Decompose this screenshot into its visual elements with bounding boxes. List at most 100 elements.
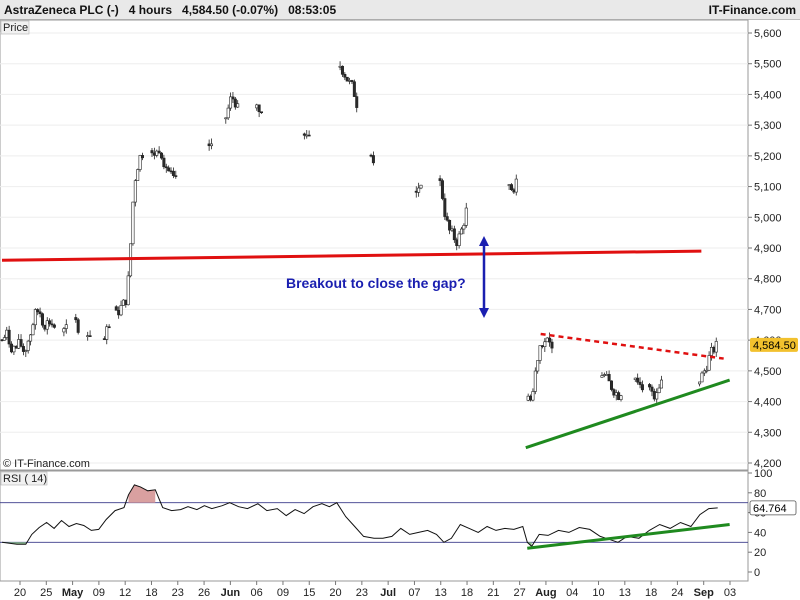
candle-body (650, 386, 654, 392)
candle-body (155, 150, 159, 156)
candle-body (86, 335, 90, 337)
candle-body (350, 80, 354, 83)
last-price-tag-text: 4,584.50 (753, 340, 796, 352)
candle-body (709, 347, 713, 356)
price-y-tick-label: 4,400 (754, 397, 782, 409)
x-tick-label: Sep (694, 587, 714, 599)
candle-body (162, 157, 166, 168)
x-tick-label: 07 (408, 587, 420, 599)
candle-body (74, 317, 78, 321)
rsi-extreme-fill (128, 484, 156, 503)
candle-body (31, 324, 35, 336)
candle-body (233, 98, 237, 108)
candle-body (131, 201, 135, 245)
candle-body (459, 228, 463, 235)
candle-body (117, 310, 121, 316)
x-tick-label: 26 (198, 587, 210, 599)
last-rsi-tag-box (749, 500, 797, 516)
candle-body (7, 329, 11, 345)
rsi-y-tick-label: 100 (754, 468, 772, 480)
candle-body (260, 111, 264, 114)
candle-body (136, 169, 140, 181)
price-y-tick-label: 5,200 (754, 151, 782, 163)
candle-body (88, 335, 92, 337)
price-y-tick-label: 5,400 (754, 89, 782, 101)
x-tick-label: Jul (380, 587, 396, 599)
candle-body (509, 184, 513, 191)
candle-body (19, 339, 23, 347)
candle-body (338, 65, 342, 68)
candle-body (417, 187, 421, 193)
candle-body (452, 228, 456, 241)
candle-body (305, 134, 309, 137)
candle-body (440, 180, 444, 199)
candle-body (14, 345, 18, 349)
x-tick-label: 04 (566, 587, 578, 599)
candle-body (307, 134, 311, 137)
rsi-y-axis: 020406080100 (748, 468, 772, 579)
x-tick-label: 23 (172, 587, 184, 599)
candle-body (705, 369, 709, 372)
candle-body (105, 326, 109, 340)
price-y-tick-label: 4,800 (754, 274, 782, 286)
candle-body (21, 346, 25, 352)
candle-body (343, 74, 347, 78)
candle-body (160, 152, 164, 159)
candles (0, 61, 718, 403)
arrow-head-down (479, 308, 489, 318)
candle-body (600, 375, 604, 378)
candle-body (700, 372, 704, 383)
price-y-tick-label: 4,200 (754, 458, 782, 470)
candle-body (236, 103, 240, 108)
candle-body (29, 334, 33, 342)
brand-name: IT-Finance.com (708, 3, 796, 17)
candle-body (2, 337, 6, 341)
candle-body (124, 299, 128, 306)
rsi-line (1, 484, 718, 548)
candle-body (512, 189, 516, 193)
candle-body (45, 320, 49, 330)
x-tick-label: 12 (119, 587, 131, 599)
candle-body (462, 225, 466, 230)
candle-body (38, 311, 42, 315)
candle-body (698, 381, 702, 385)
candle-body (540, 345, 544, 348)
candle-body (62, 328, 66, 333)
candle-body (712, 347, 716, 353)
price-y-axis: 4,2004,3004,4004,5004,6004,7004,8004,900… (748, 28, 782, 470)
candle-body (26, 340, 30, 351)
candle-body (507, 184, 511, 186)
candle-body (50, 323, 54, 326)
candle-body (657, 387, 661, 393)
red-support-line (1, 249, 702, 262)
candle-body (164, 166, 168, 169)
candle-body (138, 155, 142, 170)
x-tick-label: May (62, 587, 84, 599)
x-tick-label: 20 (14, 587, 26, 599)
candle-body (443, 198, 447, 217)
candle-body (102, 338, 106, 340)
price-panel (0, 19, 749, 471)
x-tick-label: 13 (619, 587, 631, 599)
candle-body (76, 319, 80, 333)
candle-body (207, 143, 211, 147)
candle-body (714, 341, 718, 353)
candle-body (457, 233, 461, 246)
candle-body (369, 154, 373, 157)
last-rsi-tag: 64.764 (749, 500, 797, 516)
annotation-text: Breakout to close the gap? (286, 275, 466, 291)
candle-body (169, 170, 173, 173)
arrow-head-up (479, 236, 489, 246)
candle-body (33, 309, 37, 326)
candle-body (174, 175, 178, 177)
candle-body (533, 370, 537, 392)
price-y-tick-label: 5,600 (754, 28, 782, 40)
price-y-tick-label: 5,300 (754, 120, 782, 132)
candle-body (48, 320, 52, 325)
candle-body (619, 395, 623, 400)
candle-body (224, 117, 228, 120)
x-tick-label: 23 (356, 587, 368, 599)
x-tick-label: 09 (277, 587, 289, 599)
rsi-label-box (0, 471, 48, 486)
